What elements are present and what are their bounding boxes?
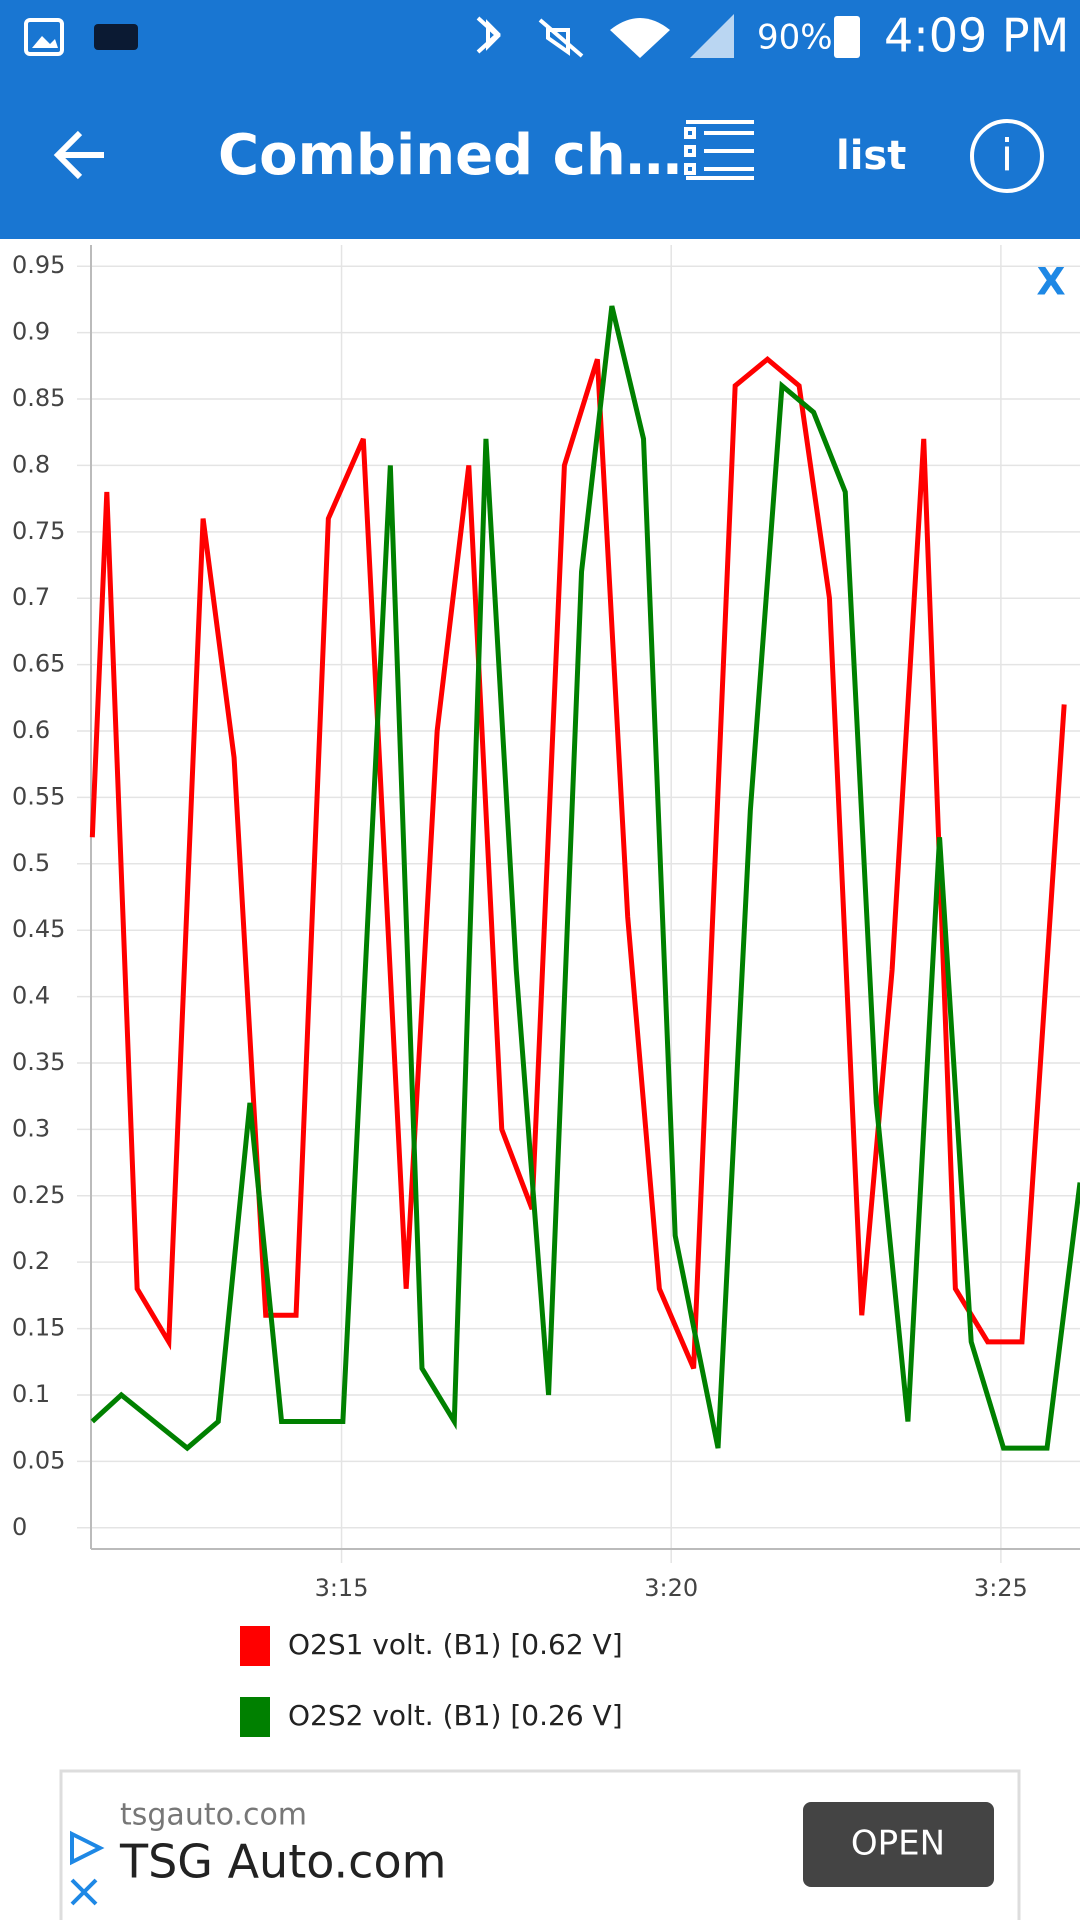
x-tick-label: 3:15: [315, 1574, 369, 1602]
gallery-icon: [32, 36, 58, 48]
y-tick-label: 0.25: [12, 1181, 65, 1209]
x-tick-label: 3:25: [974, 1574, 1028, 1602]
y-tick-label: 0.95: [12, 251, 65, 279]
y-tick-label: 0.05: [12, 1446, 65, 1474]
ad-close-icon[interactable]: [70, 1878, 98, 1906]
mute-icon: [538, 18, 584, 58]
y-tick-label: 0.1: [12, 1380, 50, 1408]
gallery-icon: [24, 18, 64, 56]
plot: 0 0.05 0.1 0.15 0.2 0.25 0.3 0.35 0.4 0.45 0.5 0.55…: [12, 245, 1080, 1737]
y-tick-label: 0.3: [12, 1114, 50, 1142]
app-bar-bg: [0, 0, 1080, 239]
legend-label: O2S1 volt. (B1) [0.62 V]: [288, 1628, 623, 1661]
legend-swatch: [240, 1626, 270, 1666]
info-icon: i: [1001, 130, 1013, 181]
y-tick-label: 0.35: [12, 1048, 65, 1076]
y-tick-label: 0.15: [12, 1314, 65, 1342]
y-tick-label: 0.65: [12, 650, 65, 678]
y-tick-label: 0.4: [12, 982, 50, 1010]
y-tick-label: 0.55: [12, 782, 65, 810]
legend-swatch: [240, 1697, 270, 1737]
y-tick-label: 0.2: [12, 1247, 50, 1275]
bluetooth-icon: [476, 16, 501, 54]
y-tick-label: 0.7: [12, 583, 50, 611]
list-action[interactable]: list: [836, 133, 906, 179]
y-tick-label: 0.8: [12, 450, 50, 478]
engine-icon: [94, 24, 138, 50]
series-line: [89, 355, 1067, 1370]
y-tick-label: 0.75: [12, 517, 65, 545]
wifi-icon: [610, 18, 670, 58]
y-tick-label: 0.6: [12, 716, 50, 744]
ad-open-button[interactable]: [803, 1802, 994, 1887]
ad-title: TSG Auto.com: [119, 1835, 446, 1889]
ad-domain: tsgauto.com: [120, 1798, 307, 1833]
y-tick-label: 0.5: [12, 849, 50, 877]
y-tick-label: 0: [12, 1513, 27, 1541]
clock: 4:09 PM: [884, 9, 1069, 63]
battery-percent: 90%: [757, 18, 833, 58]
list-icon[interactable]: [684, 120, 754, 180]
signal-icon: [690, 14, 734, 58]
ad-open-label: OPEN: [851, 1824, 945, 1864]
app-title: Combined ch…: [218, 123, 682, 188]
series-line: [90, 305, 1080, 1452]
back-button[interactable]: [53, 130, 104, 180]
ad-choices-icon[interactable]: [70, 1830, 105, 1866]
y-tick-label: 0.45: [12, 915, 65, 943]
y-tick-label: 0.9: [12, 318, 50, 346]
legend-label: O2S2 volt. (B1) [0.26 V]: [288, 1699, 623, 1732]
x-tick-label: 3:20: [644, 1574, 698, 1602]
battery-icon: [834, 16, 860, 58]
info-button[interactable]: [970, 119, 1044, 193]
y-tick-label: 0.85: [12, 384, 65, 412]
